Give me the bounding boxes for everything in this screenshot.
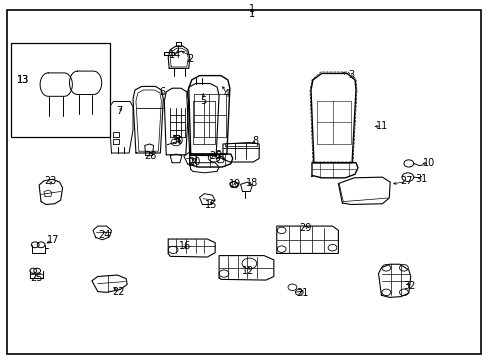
Text: 1: 1 (248, 4, 254, 14)
Text: 31: 31 (414, 174, 427, 184)
Text: 25: 25 (30, 273, 42, 283)
Text: 15: 15 (204, 200, 217, 210)
Text: 30: 30 (170, 136, 183, 146)
Text: 9: 9 (215, 150, 221, 160)
Text: 17: 17 (46, 235, 59, 245)
Text: 7: 7 (116, 106, 122, 116)
Text: 8: 8 (252, 136, 258, 146)
Text: 11: 11 (375, 121, 388, 131)
Text: 6: 6 (160, 87, 165, 97)
Text: 24: 24 (98, 230, 111, 240)
Bar (11, 43, 110, 137)
Text: 1: 1 (248, 9, 254, 19)
Text: 5: 5 (200, 96, 205, 106)
Text: 3: 3 (347, 70, 353, 80)
Text: 27: 27 (400, 176, 412, 186)
Text: 22: 22 (112, 287, 124, 297)
Text: 21: 21 (295, 288, 308, 298)
Text: 19: 19 (228, 179, 241, 189)
Text: 26: 26 (208, 151, 221, 161)
Text: 13: 13 (17, 75, 30, 85)
Text: 13: 13 (17, 75, 30, 85)
Text: 12: 12 (242, 266, 254, 276)
Text: 20: 20 (188, 157, 201, 167)
Text: 10: 10 (422, 158, 435, 168)
Text: 4: 4 (224, 89, 229, 99)
Text: 14: 14 (168, 50, 181, 60)
Text: 29: 29 (298, 223, 311, 233)
Text: 28: 28 (144, 150, 157, 161)
Text: 32: 32 (403, 281, 415, 291)
Text: 18: 18 (245, 178, 258, 188)
Text: 23: 23 (44, 176, 57, 186)
Text: 16: 16 (178, 241, 191, 251)
Text: 2: 2 (187, 54, 193, 64)
